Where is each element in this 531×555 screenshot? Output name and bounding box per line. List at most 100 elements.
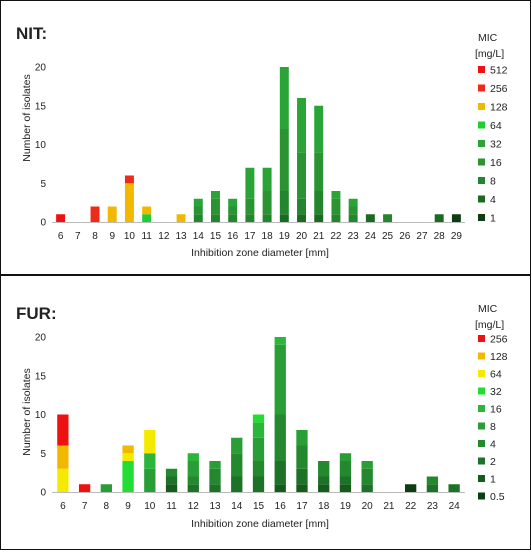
bar-segment-mic-16-mm-19 <box>279 129 289 191</box>
bar-segment-mic-32-mm-21 <box>314 105 324 153</box>
y-tick-label: 15 <box>35 101 47 112</box>
bar-segment-mic-128-mm-13 <box>176 214 186 222</box>
x-tick-label: 12 <box>188 501 200 512</box>
x-tick-label: 9 <box>125 501 131 512</box>
legend-swatch-128 <box>478 352 485 360</box>
bar-segment-mic-4-mm-19 <box>339 461 352 477</box>
bar-segment-mic-8-mm-18 <box>262 214 272 222</box>
legend-swatch-16 <box>478 158 485 166</box>
bar-segment-mic-2-mm-17 <box>296 468 308 485</box>
bar-segment-mic-8-mm-17 <box>296 430 308 446</box>
bar-segment-mic-8-mm-21 <box>314 191 324 215</box>
bar-segment-mic-16-mm-14 <box>193 206 203 215</box>
bar-segment-mic-4-mm-14 <box>231 453 243 477</box>
bar-segment-mic-2-mm-23 <box>426 484 439 492</box>
y-tick-label: 10 <box>35 410 47 421</box>
bar-segment-mic-8-mm-14 <box>231 437 243 454</box>
x-tick-label: 21 <box>383 501 395 512</box>
x-tick-label: 18 <box>262 231 274 242</box>
legend-label-512: 512 <box>490 65 508 77</box>
bar-segment-mic-128-mm-9 <box>122 445 134 454</box>
bar-segment-mic-1-mm-16 <box>274 484 286 492</box>
legend-label-16: 16 <box>490 404 502 416</box>
bar-segment-mic-1-mm-11 <box>165 484 178 492</box>
bar-segment-mic-4-mm-16 <box>274 414 286 461</box>
legend-label-64: 64 <box>490 369 502 381</box>
bar-segment-mic-1-mm-18 <box>318 484 330 492</box>
x-tick-label: 20 <box>362 501 374 512</box>
x-tick-label: 6 <box>58 231 64 242</box>
x-tick-label: 14 <box>231 501 243 512</box>
bar-segment-mic-16-mm-10 <box>144 453 156 469</box>
legend-swatch-16 <box>478 405 485 412</box>
bar-segment-mic-1-mm-17 <box>296 484 308 492</box>
bar-segment-mic-4-mm-23 <box>426 476 439 485</box>
legend-swatch-64 <box>478 370 485 377</box>
bar-segment-mic-4-mm-20 <box>361 468 373 485</box>
y-tick-label: 0 <box>40 488 46 499</box>
x-tick-label: 11 <box>141 231 152 242</box>
bar-segment-mic-16-mm-20 <box>297 152 306 199</box>
bar-segment-mic-8-mm-15 <box>211 214 220 222</box>
y-axis-label-fur: Number of isolates <box>21 368 33 456</box>
y-tick-label: 0 <box>40 218 46 229</box>
y-tick-label: 15 <box>35 371 47 382</box>
y-axis-label-nit: Number of isolates <box>21 74 33 162</box>
bar-segment-mic-4-mm-15 <box>252 461 265 477</box>
x-tick-label: 12 <box>158 231 170 242</box>
x-tick-label: 9 <box>109 231 115 242</box>
bar-segment-mic-16-mm-21 <box>314 152 324 191</box>
bar-segment-mic-4-mm-28 <box>434 214 444 222</box>
bar-segment-mic-8-mm-23 <box>348 214 358 222</box>
bar-segment-mic-8-mm-13 <box>209 461 221 469</box>
x-tick-label: 15 <box>253 501 265 512</box>
bar-segment-mic-16-mm-23 <box>348 206 358 215</box>
bar-segment-mic-8-mm-10 <box>144 468 156 492</box>
legend-swatch-2 <box>478 457 485 465</box>
legend-label-1: 1 <box>490 213 496 225</box>
legend-swatch-1 <box>478 214 485 221</box>
y-tick-label: 10 <box>35 140 47 151</box>
bar-segment-mic-8-mm-15 <box>252 437 265 461</box>
bar-segment-mic-8-mm-16 <box>274 344 286 415</box>
bar-segment-mic-2-mm-24 <box>448 484 460 492</box>
bar-segment-mic-64-mm-9 <box>122 453 134 461</box>
bar-segment-mic-2-mm-14 <box>231 476 243 492</box>
legend-label-8: 8 <box>490 176 496 188</box>
bar-segment-mic-2-mm-11 <box>165 476 178 485</box>
bar-segment-mic-4-mm-19 <box>279 214 289 222</box>
bar-segment-mic-8-mm-22 <box>331 214 341 222</box>
bar-segment-mic-4-mm-17 <box>296 445 308 469</box>
bar-segment-mic-64-mm-10 <box>144 430 156 454</box>
bar-segment-mic-512-mm-6 <box>56 214 66 222</box>
x-tick-label: 17 <box>296 501 308 512</box>
x-tick-label: 6 <box>60 501 66 512</box>
bar-segment-mic-32-mm-18 <box>262 167 272 191</box>
bar-segment-mic-8-mm-19 <box>279 191 289 215</box>
y-tick-label: 5 <box>40 179 46 190</box>
x-tick-label: 22 <box>405 501 417 512</box>
bar-segment-mic-4-mm-13 <box>209 468 221 485</box>
x-axis-label-fur: Inhibition zone diameter [mm] <box>191 518 329 530</box>
x-tick-label: 10 <box>124 231 136 242</box>
legend-swatch-256 <box>478 84 485 92</box>
bar-segment-mic-16-mm-18 <box>262 191 272 215</box>
x-tick-label: 24 <box>365 231 377 242</box>
x-tick-label: 23 <box>348 231 360 242</box>
plot-nit: 0 5 10 15 20 6 7 8 9 10 11 12 13 14 15 16 17 18 19 20 21 22 23… <box>35 63 465 242</box>
x-tick-label: 27 <box>416 231 428 242</box>
x-tick-label: 16 <box>227 231 239 242</box>
bar-segment-mic-128-mm-11 <box>142 206 152 215</box>
x-tick-label: 11 <box>166 501 177 512</box>
legend-fur: 256 128 64 32 16 8 4 2 1 0.5 <box>478 334 508 503</box>
bar-segment-mic-32-mm-15 <box>252 414 265 423</box>
legend-nit: 512 256 128 64 32 16 8 4 1 <box>478 65 508 225</box>
legend-label-128: 128 <box>490 351 508 363</box>
bar-segment-mic-256-mm-7 <box>78 484 91 492</box>
bar-segment-mic-2-mm-16 <box>274 461 286 485</box>
legend-swatch-0_5 <box>478 492 485 500</box>
bar-segment-mic-8-mm-20 <box>297 198 306 215</box>
bar-segment-mic-8-mm-17 <box>245 214 255 222</box>
bar-segment-mic-16-mm-16 <box>228 206 238 215</box>
x-tick-label: 13 <box>209 501 221 512</box>
